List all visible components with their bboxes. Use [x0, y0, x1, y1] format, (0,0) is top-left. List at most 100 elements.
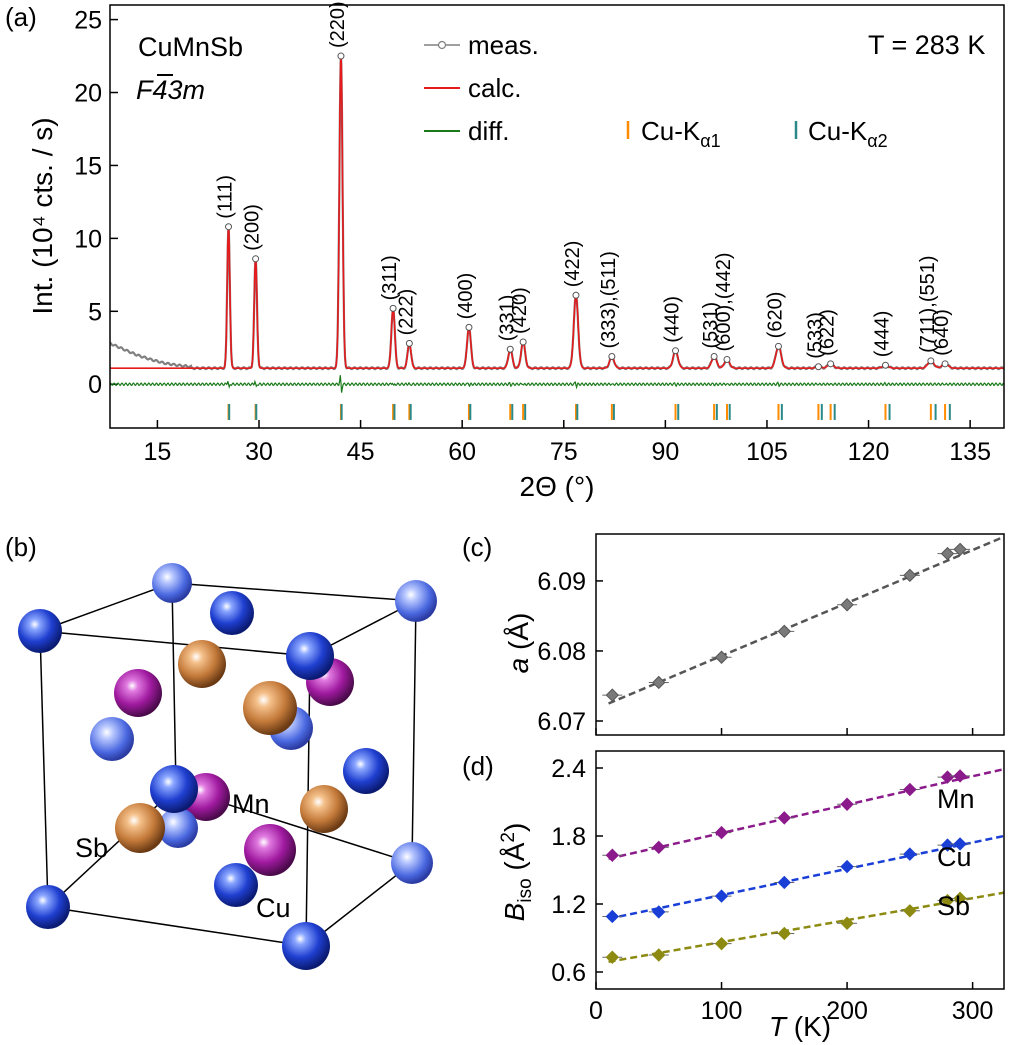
data-point	[903, 568, 917, 583]
panel-d-biso-chart: 0 100 200 300 0.6 1.2 1.8 2.4	[551, 755, 1005, 1025]
peak-label: (200)	[242, 204, 264, 251]
meas-point	[672, 347, 680, 355]
x-tick-label: 60	[448, 438, 476, 466]
data-point-cu	[903, 847, 917, 861]
peak-label: (420)	[509, 287, 531, 334]
fit-line-sb	[608, 891, 1005, 964]
meas-point	[252, 255, 260, 263]
atom-sb	[178, 640, 226, 688]
legend-ka1-label: Cu-Kα1	[641, 116, 721, 151]
legend-calc-label: calc.	[468, 73, 521, 103]
peak-label: (222)	[395, 289, 417, 336]
y-tick-label: 1.8	[551, 823, 586, 851]
peak-label: (440)	[662, 296, 684, 343]
peak-label: (620)	[764, 292, 786, 339]
atom-mn	[244, 824, 296, 876]
data-point	[840, 598, 854, 612]
atom-cu-corner	[282, 922, 330, 970]
atom-cu	[210, 591, 254, 635]
peak-label: (640)	[931, 309, 953, 356]
data-point	[714, 650, 729, 664]
atom-cu	[150, 765, 198, 813]
meas-point	[827, 360, 835, 368]
series-label-sb: Sb	[937, 891, 970, 921]
x-tick-label: 300	[952, 997, 994, 1025]
temperature-label: T = 283 K	[868, 30, 985, 60]
panel-label-d: (d)	[462, 751, 494, 781]
meas-point	[881, 361, 889, 369]
x-tick-label: 45	[347, 438, 375, 466]
atom-mn	[114, 669, 162, 717]
data-point-sb	[605, 950, 620, 964]
y-tick-label: 10	[74, 225, 102, 253]
y-tick-label: 6.09	[537, 568, 586, 596]
meas-point	[465, 323, 473, 331]
data-point-mn	[953, 769, 967, 783]
data-point	[605, 688, 620, 702]
data-point-cu	[605, 909, 620, 924]
legend-diff-label: diff.	[468, 116, 509, 146]
x-tick-label: 90	[651, 438, 679, 466]
meas-point	[710, 353, 718, 361]
fit-line	[608, 535, 1005, 705]
panel-d-frame	[595, 750, 1005, 990]
peak-label: (444)	[871, 311, 893, 358]
atom-label-mn: Mn	[232, 789, 270, 819]
legend-meas-marker	[437, 40, 447, 50]
series-calc-line	[110, 56, 1004, 369]
atom-cu-corner	[152, 563, 192, 603]
peak-label: (333),(511)	[598, 251, 620, 348]
x-tick-label: 15	[144, 438, 172, 466]
y-tick-label: 6.08	[537, 638, 586, 666]
y-tick-label: 0	[88, 371, 102, 399]
y-tick-label: 20	[74, 80, 102, 108]
data-point-mn	[940, 770, 955, 784]
data-point-sb	[953, 891, 967, 906]
y-tick-label: 0.6	[551, 959, 586, 987]
peak-label: (622)	[817, 309, 839, 356]
data-point-mn	[605, 848, 620, 862]
peak-label: (531)	[700, 302, 722, 349]
fit-line-cu	[608, 834, 1005, 920]
peak-label: (331)	[496, 295, 518, 342]
data-point-sb	[840, 916, 854, 930]
atom-cu-corner	[18, 609, 62, 653]
compound-label: CuMnSb	[138, 32, 243, 62]
data-point-sb	[903, 904, 917, 918]
panel-a-frame	[109, 4, 1005, 429]
data-point-mn	[840, 797, 854, 811]
atom-cu-corner	[26, 885, 70, 929]
x-tick-label: 0	[589, 997, 603, 1025]
meas-point	[572, 291, 580, 299]
series-label-mn: Mn	[937, 784, 975, 814]
panel-a-diffraction-chart: 15 30 45 60 75 90 105 120 135 0 5 10 15 20 25 (111)(200…	[74, 1, 1005, 466]
data-point-cu	[840, 859, 854, 874]
atom-sb	[243, 681, 297, 735]
meas-point	[774, 342, 782, 350]
x-tick-label: 30	[245, 438, 273, 466]
meas-point	[723, 355, 731, 363]
legend-ka2-label: Cu-Kα2	[808, 116, 888, 151]
panel-label-c: (c)	[462, 532, 492, 562]
data-point-mn	[652, 840, 666, 855]
data-point-cu	[953, 837, 967, 851]
panel-label-b: (b)	[5, 532, 37, 562]
panel-c-y-axis-label: a (Å)	[503, 613, 534, 674]
y-tick-label: 5	[88, 298, 102, 326]
crystal-structure: Mn Sb Cu	[18, 563, 437, 970]
peak-label: (600),(442)	[713, 253, 735, 352]
atom-cu-corner	[391, 842, 433, 884]
meas-point	[389, 304, 397, 312]
atom-sb	[115, 803, 165, 853]
atom-sb	[300, 785, 348, 833]
legend-meas-label: meas.	[468, 30, 539, 60]
atom-label-sb: Sb	[75, 833, 108, 863]
data-point	[953, 542, 967, 557]
x-tick-label: 135	[949, 438, 991, 466]
panel-a-y-axis-label: Int. (10⁴ cts. / s)	[27, 117, 58, 314]
data-point-sb	[652, 948, 666, 962]
meas-point	[814, 363, 822, 371]
peak-label: (400)	[455, 273, 477, 320]
atom-cu	[90, 717, 134, 761]
